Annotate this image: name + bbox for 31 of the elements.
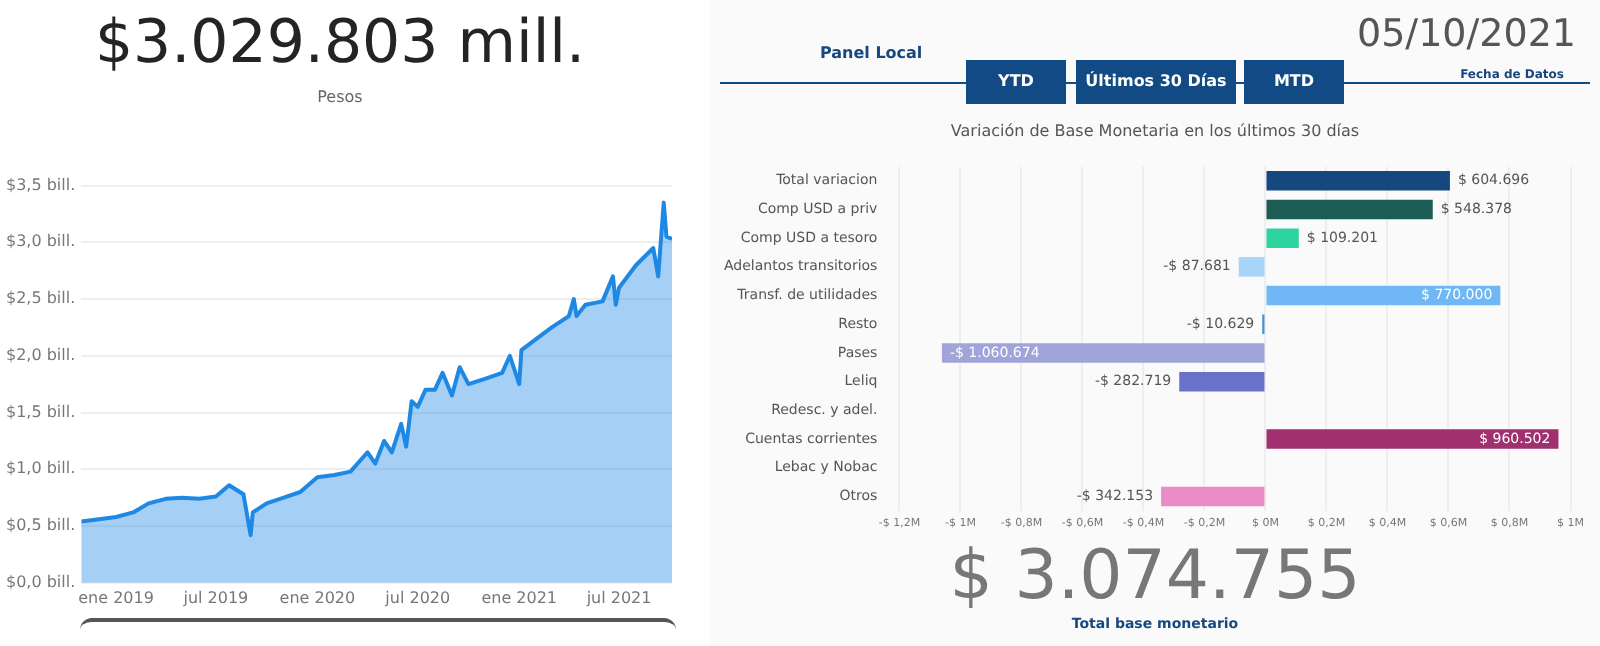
chart-title: $3.029.803 mill.	[92, 8, 588, 78]
x-tick-label: ene 2019	[78, 588, 154, 607]
y-tick-label: $3,5 bill.	[5, 175, 76, 194]
bar	[1266, 199, 1433, 220]
chart-subtitle: Pesos	[315, 88, 365, 106]
bar	[1161, 486, 1265, 507]
text: Panel Local	[820, 44, 923, 62]
y-tick-label: $2,0 bill.	[5, 345, 76, 364]
text: YTD	[966, 60, 1066, 104]
x-tick-label: ene 2021	[481, 588, 558, 607]
text: MTD	[1244, 60, 1344, 104]
y-tick-label: $1,0 bill.	[5, 459, 76, 478]
text: Últimos 30 Días	[1076, 60, 1236, 104]
x-tick-label: jul 2019	[181, 588, 249, 607]
y-tick-label: $1,5 bill.	[5, 402, 76, 421]
bar	[1266, 429, 1559, 449]
bar	[1179, 371, 1265, 392]
bar	[1266, 170, 1450, 191]
y-tick-label: $0,5 bill.	[5, 516, 76, 535]
x-tick-label: jul 2020	[383, 588, 451, 607]
bar	[1266, 228, 1299, 248]
chart-title: Variación de Base Monetaria en los últimos 30 días	[948, 122, 1362, 140]
x-tick-label: ene 2020	[279, 588, 356, 607]
y-tick-label: $2,5 bill.	[5, 289, 76, 308]
x-tick-label: jul 2021	[584, 588, 652, 607]
bar	[941, 343, 1265, 363]
y-tick-label: $0,0 bill.	[5, 572, 76, 591]
text: 05/10/2021	[1356, 12, 1576, 56]
bar	[1238, 257, 1265, 277]
y-tick-label: $3,0 bill.	[5, 232, 76, 251]
text: $ 3.074.755	[947, 536, 1363, 616]
